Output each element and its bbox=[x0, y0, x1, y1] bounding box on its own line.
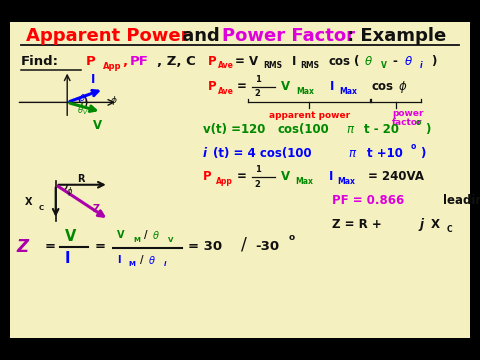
Text: V: V bbox=[65, 229, 76, 244]
Text: Max: Max bbox=[339, 87, 357, 96]
Text: I: I bbox=[117, 255, 120, 265]
Text: V: V bbox=[280, 80, 289, 93]
Text: I: I bbox=[65, 251, 71, 266]
Text: Max: Max bbox=[296, 87, 314, 96]
Text: Find:: Find: bbox=[21, 55, 59, 68]
Text: V: V bbox=[117, 230, 124, 240]
Text: Z = R +: Z = R + bbox=[332, 219, 386, 231]
Text: apparent power: apparent power bbox=[268, 111, 350, 120]
Text: $\theta$: $\theta$ bbox=[364, 55, 373, 68]
Text: = 240VA: = 240VA bbox=[368, 170, 424, 183]
Text: P: P bbox=[208, 80, 216, 93]
Text: C: C bbox=[446, 225, 452, 234]
Text: i: i bbox=[203, 147, 207, 159]
Text: $\theta$: $\theta$ bbox=[148, 254, 156, 266]
Text: I: I bbox=[292, 55, 296, 68]
Text: =: = bbox=[44, 240, 55, 253]
Text: $\pi$: $\pi$ bbox=[348, 147, 358, 159]
Text: Ave: Ave bbox=[218, 87, 234, 96]
Text: X: X bbox=[431, 219, 440, 231]
Text: i: i bbox=[164, 261, 167, 267]
Text: v(t) =120: v(t) =120 bbox=[203, 123, 265, 136]
Text: 2: 2 bbox=[255, 180, 261, 189]
Text: X: X bbox=[25, 197, 32, 207]
Text: Z: Z bbox=[93, 204, 100, 215]
Text: V: V bbox=[280, 170, 289, 183]
Text: Apparent Power: Apparent Power bbox=[26, 27, 189, 45]
Text: RMS: RMS bbox=[263, 62, 282, 71]
Text: Max: Max bbox=[338, 177, 356, 186]
Text: cos(100: cos(100 bbox=[278, 123, 330, 136]
Text: factor: factor bbox=[392, 118, 423, 127]
Text: R: R bbox=[77, 174, 85, 184]
Text: , Z, C: , Z, C bbox=[157, 55, 196, 68]
Text: o: o bbox=[410, 142, 416, 151]
Text: $\phi$: $\phi$ bbox=[110, 94, 118, 107]
Text: Z: Z bbox=[16, 238, 28, 256]
Text: 1: 1 bbox=[255, 75, 261, 84]
Text: App: App bbox=[103, 62, 121, 71]
Text: $\theta$: $\theta$ bbox=[404, 55, 412, 68]
Text: P: P bbox=[203, 170, 212, 183]
Text: V: V bbox=[93, 119, 102, 132]
Text: V: V bbox=[168, 237, 173, 243]
Text: /: / bbox=[140, 255, 144, 265]
Text: cos: cos bbox=[372, 80, 393, 93]
Text: M: M bbox=[129, 261, 135, 267]
Text: =: = bbox=[236, 80, 246, 93]
Text: power: power bbox=[392, 109, 423, 118]
Text: RMS: RMS bbox=[300, 62, 319, 71]
Text: t +10: t +10 bbox=[367, 147, 403, 159]
Text: I: I bbox=[91, 73, 96, 86]
Text: Power Factor: Power Factor bbox=[223, 27, 356, 45]
Text: and: and bbox=[177, 27, 227, 45]
Text: : Example: : Example bbox=[347, 27, 446, 45]
Text: PF = 0.866: PF = 0.866 bbox=[332, 194, 405, 207]
Text: t - 20: t - 20 bbox=[364, 123, 399, 136]
Text: leading: leading bbox=[443, 194, 480, 207]
Text: (t) = 4 cos(100: (t) = 4 cos(100 bbox=[213, 147, 312, 159]
Text: -: - bbox=[392, 55, 397, 68]
Text: /: / bbox=[144, 230, 147, 240]
Text: C: C bbox=[38, 204, 44, 211]
Text: ): ) bbox=[425, 123, 431, 136]
Text: ,: , bbox=[122, 55, 128, 68]
Text: =: = bbox=[95, 240, 106, 253]
Text: V: V bbox=[381, 62, 386, 71]
Text: -30: -30 bbox=[255, 240, 279, 253]
Text: ): ) bbox=[431, 55, 437, 68]
Text: $\phi$: $\phi$ bbox=[66, 185, 73, 198]
Text: = 30: = 30 bbox=[188, 240, 223, 253]
Text: PF: PF bbox=[130, 55, 148, 68]
Text: = V: = V bbox=[235, 55, 259, 68]
Text: P: P bbox=[208, 55, 216, 68]
Text: o: o bbox=[416, 118, 421, 127]
Text: =: = bbox=[236, 170, 246, 183]
Text: cos: cos bbox=[328, 55, 350, 68]
Text: $\pi$: $\pi$ bbox=[346, 123, 355, 136]
Text: App: App bbox=[216, 177, 233, 186]
Text: Ave: Ave bbox=[218, 62, 234, 71]
Text: 1: 1 bbox=[255, 165, 261, 174]
Text: $\theta_V$: $\theta_V$ bbox=[77, 104, 89, 117]
Text: M: M bbox=[133, 237, 140, 243]
Text: $\theta_i$: $\theta_i$ bbox=[79, 92, 87, 104]
Text: I: I bbox=[328, 170, 333, 183]
Text: Max: Max bbox=[295, 177, 313, 186]
Text: 2: 2 bbox=[255, 89, 261, 98]
Text: i: i bbox=[420, 62, 422, 71]
Text: /: / bbox=[241, 236, 247, 254]
Text: j: j bbox=[420, 219, 424, 231]
Text: (: ( bbox=[354, 55, 360, 68]
Text: I: I bbox=[330, 80, 334, 93]
Text: P: P bbox=[85, 55, 96, 68]
Text: $\phi$: $\phi$ bbox=[397, 78, 407, 95]
Text: o: o bbox=[288, 233, 295, 242]
Text: ): ) bbox=[420, 147, 425, 159]
Text: $\theta$: $\theta$ bbox=[152, 229, 160, 242]
